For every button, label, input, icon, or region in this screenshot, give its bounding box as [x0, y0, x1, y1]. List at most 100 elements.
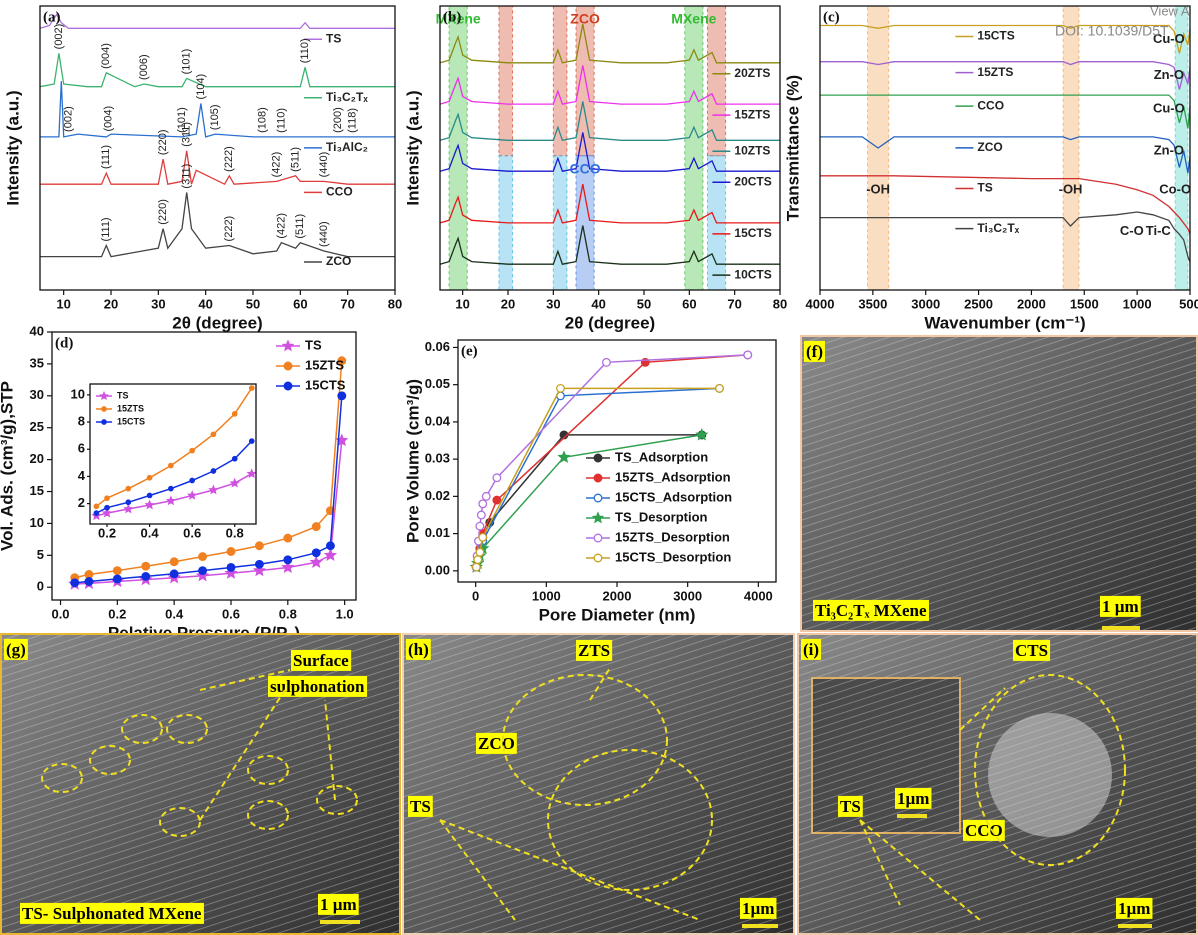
y-tick-label: 0.03 — [425, 451, 450, 466]
series-line — [40, 150, 395, 186]
marker — [695, 427, 709, 441]
label-background — [268, 675, 368, 697]
y-tick-label: 0.01 — [425, 525, 450, 540]
marker — [112, 566, 122, 576]
highlight-label: ZCO — [570, 11, 600, 27]
sem-texture — [800, 335, 1198, 632]
x-tick-label: 70 — [727, 296, 741, 311]
legend-label: 15CTS_Adsorption — [615, 489, 732, 504]
label-background — [813, 599, 930, 621]
x-tick-label: 0.6 — [183, 525, 201, 540]
marker — [478, 499, 488, 509]
x-tick-label: 40 — [198, 296, 212, 311]
peak-label: (222) — [223, 146, 235, 172]
x-tick-label: 30 — [151, 296, 165, 311]
legend-label: TS_Desorption — [615, 509, 708, 524]
watermark: DOI: 10.1039/D5T — [1055, 23, 1169, 39]
peak-label: (222) — [223, 216, 235, 242]
micrographs: (f) Ti₃C₂Tₓ MXene 1 µm (g) Surface sulphonati… — [0, 335, 1198, 935]
x-tick-label: 0 — [472, 588, 479, 603]
marker — [473, 555, 483, 565]
label-background — [740, 897, 777, 919]
peak-label: (111) — [100, 217, 112, 241]
marker — [168, 462, 174, 469]
legend-label: 15ZTS_Adsorption — [615, 469, 731, 484]
x-tick-label: 80 — [773, 296, 787, 311]
marker — [246, 468, 257, 479]
label-background — [291, 649, 352, 671]
label-background — [406, 638, 431, 660]
legend-marker — [591, 511, 605, 524]
peak-label: (002) — [62, 106, 74, 132]
watermark: View A — [1150, 3, 1190, 18]
image-label: TS — [410, 797, 431, 816]
x-tick-label: 500 — [1179, 296, 1198, 311]
marker — [104, 495, 110, 502]
image-label: ZTS — [578, 641, 610, 660]
marker — [492, 473, 502, 483]
x-tick-label: 0.4 — [165, 606, 184, 621]
marker — [252, 563, 266, 577]
x-tick-label: 3500 — [858, 296, 887, 311]
peak-label: (105) — [209, 104, 221, 130]
peak-label: Ti-C — [1146, 223, 1172, 238]
x-tick-label: 2500 — [964, 296, 993, 311]
image-label: (g) — [6, 640, 26, 659]
image-label: CCO — [965, 821, 1003, 840]
x-tick-label: 2000 — [1017, 296, 1046, 311]
peak-label: (311) — [181, 122, 193, 147]
peak-label: (006) — [138, 54, 150, 80]
ellipse — [974, 674, 1126, 866]
legend-label: 15ZTS — [734, 107, 770, 121]
inset-texture — [812, 678, 960, 833]
ellipse — [89, 745, 131, 775]
legend-label: Ti₃C₂Tₓ — [977, 221, 1019, 235]
ellipse — [547, 749, 713, 891]
marker — [226, 563, 236, 572]
x-tick-label: 70 — [340, 296, 354, 311]
marker — [475, 547, 485, 557]
chart: 4000 3500 3000 2500 2000 1500 1000 500 Cu-O 15CTS… — [783, 5, 1198, 332]
x-tick-label: 4000 — [806, 296, 835, 311]
micrograph: (g) Surface sulphonation TS- Sulphonated MX… — [0, 633, 401, 935]
legend-label: 15CTS — [305, 377, 346, 392]
image-label: Ti₃C₂Tₓ MXene — [815, 601, 927, 620]
marker — [557, 450, 571, 463]
legend-label: 20CTS — [734, 174, 771, 188]
label-background — [1013, 639, 1051, 661]
x-axis-title: 2θ (degree) — [172, 313, 262, 332]
panel-label: (e) — [461, 343, 478, 359]
peak-label: (422) — [271, 152, 283, 178]
marker — [478, 532, 488, 542]
legend-label: CCO — [326, 185, 353, 199]
panel-label: (d) — [55, 335, 73, 351]
y-tick-label: 0.02 — [425, 488, 450, 503]
peak-label: (110) — [299, 38, 311, 63]
marker — [84, 577, 94, 586]
marker — [112, 574, 122, 584]
marker — [144, 499, 155, 510]
x-tick-label: 50 — [637, 296, 651, 311]
highlight-label: MXene — [671, 11, 716, 27]
series-line — [40, 192, 395, 258]
marker — [226, 547, 236, 556]
image-label: 1 µm — [320, 895, 357, 914]
y-tick-label: 0 — [37, 579, 44, 594]
y-tick-label: 35 — [30, 355, 44, 370]
peak-label: (111) — [100, 145, 112, 169]
image-label: 1µm — [1118, 899, 1150, 918]
peak-label: Zn-O — [1154, 142, 1184, 157]
peak-label: (118) — [346, 108, 358, 133]
x-axis-title: Wavenumber (cm⁻¹) — [924, 313, 1085, 332]
x-tick-label: 10 — [56, 296, 70, 311]
marker — [208, 484, 219, 495]
legend-marker — [99, 390, 109, 401]
label-background — [804, 340, 825, 362]
series-line — [820, 94, 1191, 129]
highlight-band — [1062, 5, 1080, 291]
legend-marker — [593, 493, 603, 503]
ellipse — [41, 763, 83, 793]
legend-label: 20ZTS — [734, 66, 770, 80]
legend-label: TS — [326, 31, 341, 45]
legend-marker — [593, 533, 603, 543]
